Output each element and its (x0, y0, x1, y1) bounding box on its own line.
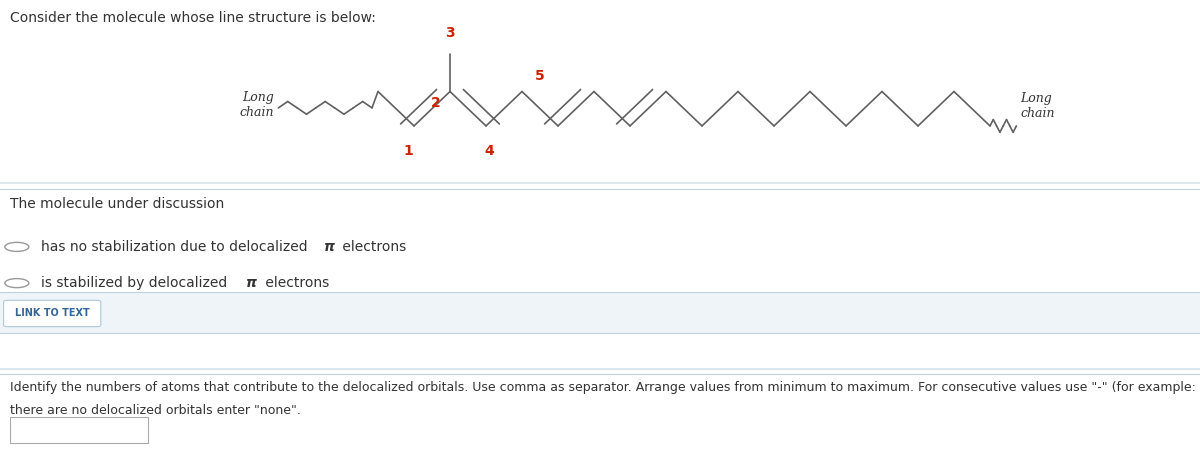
FancyBboxPatch shape (4, 300, 101, 327)
Text: The molecule under discussion: The molecule under discussion (10, 197, 224, 211)
Text: is stabilized by delocalized: is stabilized by delocalized (41, 276, 232, 290)
Text: Long
chain: Long chain (1020, 92, 1055, 120)
Text: π: π (324, 240, 335, 254)
Text: there are no delocalized orbitals enter "none".: there are no delocalized orbitals enter … (10, 404, 300, 417)
Text: electrons: electrons (338, 240, 407, 254)
Text: Long
chain: Long chain (239, 91, 274, 119)
Text: LINK TO TEXT: LINK TO TEXT (14, 308, 90, 318)
Text: 3: 3 (445, 26, 455, 40)
Text: 5: 5 (535, 69, 545, 82)
Text: π: π (246, 276, 257, 290)
Text: 2: 2 (431, 96, 440, 110)
FancyBboxPatch shape (0, 292, 1200, 333)
FancyBboxPatch shape (10, 417, 148, 443)
Text: Identify the numbers of atoms that contribute to the delocalized orbitals. Use c: Identify the numbers of atoms that contr… (10, 381, 1200, 394)
Text: has no stabilization due to delocalized: has no stabilization due to delocalized (41, 240, 312, 254)
Text: 4: 4 (485, 144, 494, 158)
Text: 1: 1 (403, 144, 413, 158)
Text: electrons: electrons (260, 276, 329, 290)
Text: Consider the molecule whose line structure is below:: Consider the molecule whose line structu… (10, 11, 376, 25)
